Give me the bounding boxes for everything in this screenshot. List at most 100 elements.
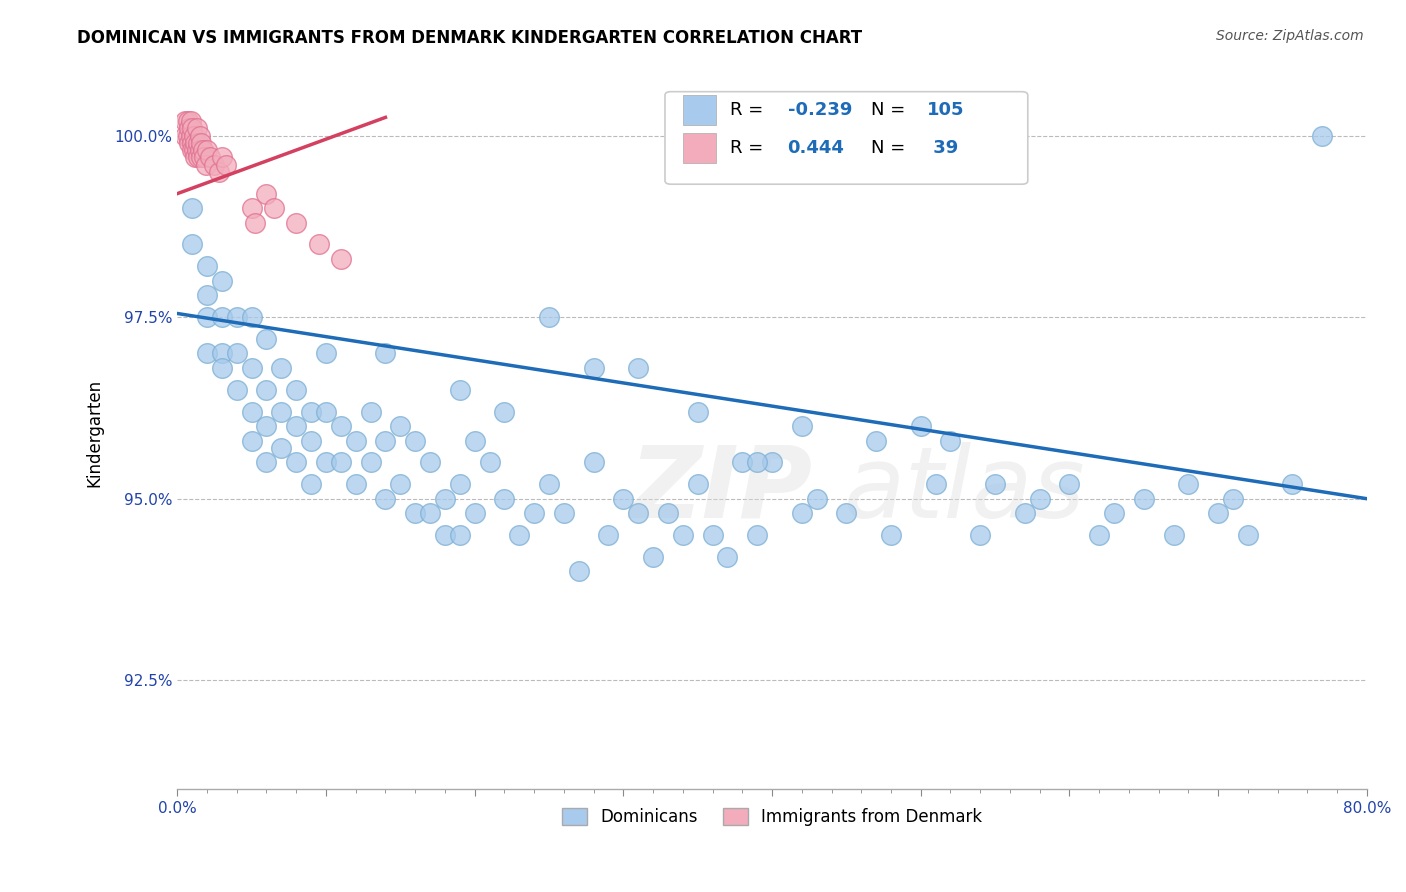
Point	[508, 528, 530, 542]
Point	[1281, 477, 1303, 491]
Point	[686, 404, 709, 418]
Point	[374, 434, 396, 448]
Point	[183, 143, 205, 157]
Point	[537, 477, 560, 491]
Point	[225, 310, 247, 325]
Point	[523, 506, 546, 520]
Point	[910, 419, 932, 434]
Point	[404, 506, 426, 520]
Point	[187, 150, 209, 164]
Point	[1014, 506, 1036, 520]
Point	[806, 491, 828, 506]
Point	[179, 136, 201, 150]
Point	[263, 201, 285, 215]
Text: atlas: atlas	[844, 442, 1085, 539]
Point	[1237, 528, 1260, 542]
Point	[299, 477, 322, 491]
Point	[215, 158, 238, 172]
Point	[1059, 477, 1081, 491]
Point	[360, 455, 382, 469]
Point	[537, 310, 560, 325]
Point	[374, 491, 396, 506]
Point	[183, 128, 205, 143]
Point	[329, 419, 352, 434]
Point	[285, 419, 308, 434]
Legend: Dominicans, Immigrants from Denmark: Dominicans, Immigrants from Denmark	[554, 799, 990, 834]
Point	[173, 114, 195, 128]
Text: R =: R =	[730, 101, 769, 120]
Point	[184, 136, 207, 150]
Point	[360, 404, 382, 418]
Point	[211, 150, 233, 164]
Point	[464, 506, 486, 520]
Point	[211, 310, 233, 325]
Point	[449, 477, 471, 491]
Point	[225, 346, 247, 360]
Point	[494, 404, 516, 418]
Point	[329, 455, 352, 469]
Point	[835, 506, 858, 520]
Y-axis label: Kindergarten: Kindergarten	[86, 379, 103, 487]
Text: R =: R =	[730, 139, 769, 157]
Point	[419, 455, 441, 469]
Point	[193, 150, 215, 164]
Point	[553, 506, 575, 520]
Point	[240, 404, 263, 418]
Bar	[683, 95, 716, 125]
Point	[389, 419, 412, 434]
Point	[582, 361, 605, 376]
Text: N =: N =	[870, 101, 911, 120]
Point	[1028, 491, 1050, 506]
Point	[204, 158, 226, 172]
Point	[612, 491, 634, 506]
Point	[1206, 506, 1229, 520]
Point	[747, 455, 769, 469]
Point	[1310, 128, 1333, 143]
Point	[643, 549, 665, 564]
Point	[464, 434, 486, 448]
Point	[285, 383, 308, 397]
Point	[374, 346, 396, 360]
Text: N =: N =	[870, 139, 911, 157]
Point	[225, 383, 247, 397]
Point	[598, 528, 620, 542]
Point	[344, 434, 367, 448]
Point	[190, 150, 212, 164]
Point	[344, 477, 367, 491]
Point	[449, 528, 471, 542]
Point	[256, 383, 278, 397]
Point	[433, 528, 456, 542]
Point	[184, 150, 207, 164]
Point	[181, 121, 204, 136]
Point	[761, 455, 783, 469]
Text: 105: 105	[927, 101, 965, 120]
Point	[716, 549, 738, 564]
Point	[568, 565, 591, 579]
Point	[308, 237, 330, 252]
Point	[243, 216, 266, 230]
Point	[404, 434, 426, 448]
Point	[1102, 506, 1125, 520]
Point	[181, 237, 204, 252]
Point	[1177, 477, 1199, 491]
Point	[270, 441, 292, 455]
Point	[969, 528, 991, 542]
Point	[329, 252, 352, 266]
Point	[627, 506, 650, 520]
Point	[195, 310, 218, 325]
Point	[627, 361, 650, 376]
Point	[1088, 528, 1111, 542]
Point	[181, 143, 204, 157]
Point	[657, 506, 679, 520]
Point	[315, 455, 337, 469]
Point	[478, 455, 501, 469]
Text: -0.239: -0.239	[787, 101, 852, 120]
Text: DOMINICAN VS IMMIGRANTS FROM DENMARK KINDERGARTEN CORRELATION CHART: DOMINICAN VS IMMIGRANTS FROM DENMARK KIN…	[77, 29, 862, 46]
Point	[924, 477, 946, 491]
Point	[984, 477, 1007, 491]
Point	[211, 346, 233, 360]
Point	[256, 186, 278, 201]
Point	[270, 404, 292, 418]
Point	[195, 260, 218, 274]
Point	[186, 121, 208, 136]
